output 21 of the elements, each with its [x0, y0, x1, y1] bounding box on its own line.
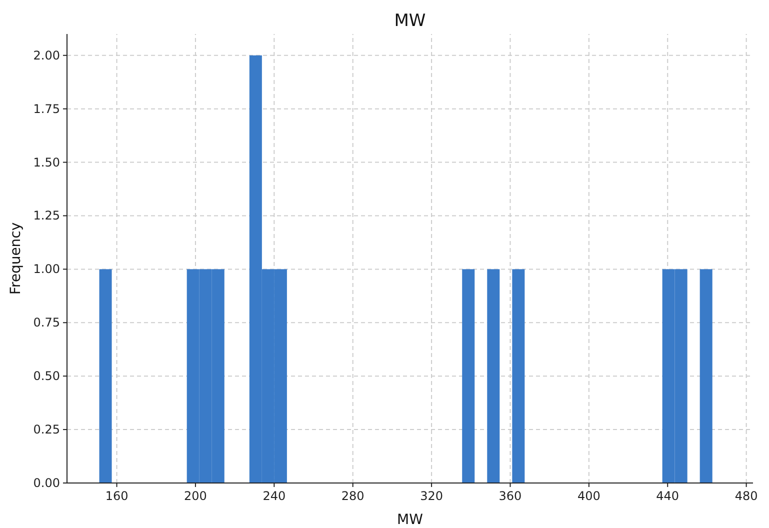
x-tick-label: 400	[577, 489, 600, 503]
y-tick-label: 1.00	[33, 262, 60, 276]
x-tick-label: 320	[420, 489, 443, 503]
x-axis-title: MW	[397, 512, 424, 528]
y-tick-label: 0.25	[33, 422, 60, 437]
x-tick-label: 480	[734, 489, 758, 503]
x-tick-label: 440	[656, 489, 680, 503]
x-tick-label: 280	[341, 489, 364, 503]
y-tick-label: 1.75	[33, 102, 60, 116]
x-tick-label: 200	[184, 489, 207, 503]
y-axis-title: Frequency	[8, 222, 24, 295]
y-tick-label: 0.75	[33, 316, 60, 330]
chart-title: MW	[394, 11, 426, 31]
y-tick-label: 0.50	[33, 369, 60, 384]
x-tick-label: 160	[105, 489, 128, 503]
x-tick-label: 360	[498, 489, 522, 503]
x-tick-label: 240	[262, 489, 286, 503]
y-tick-label: 1.25	[33, 208, 60, 223]
y-tick-label: 2.00	[33, 48, 60, 62]
y-tick-label: 0.00	[33, 476, 60, 490]
y-tick-label: 1.50	[33, 155, 60, 170]
